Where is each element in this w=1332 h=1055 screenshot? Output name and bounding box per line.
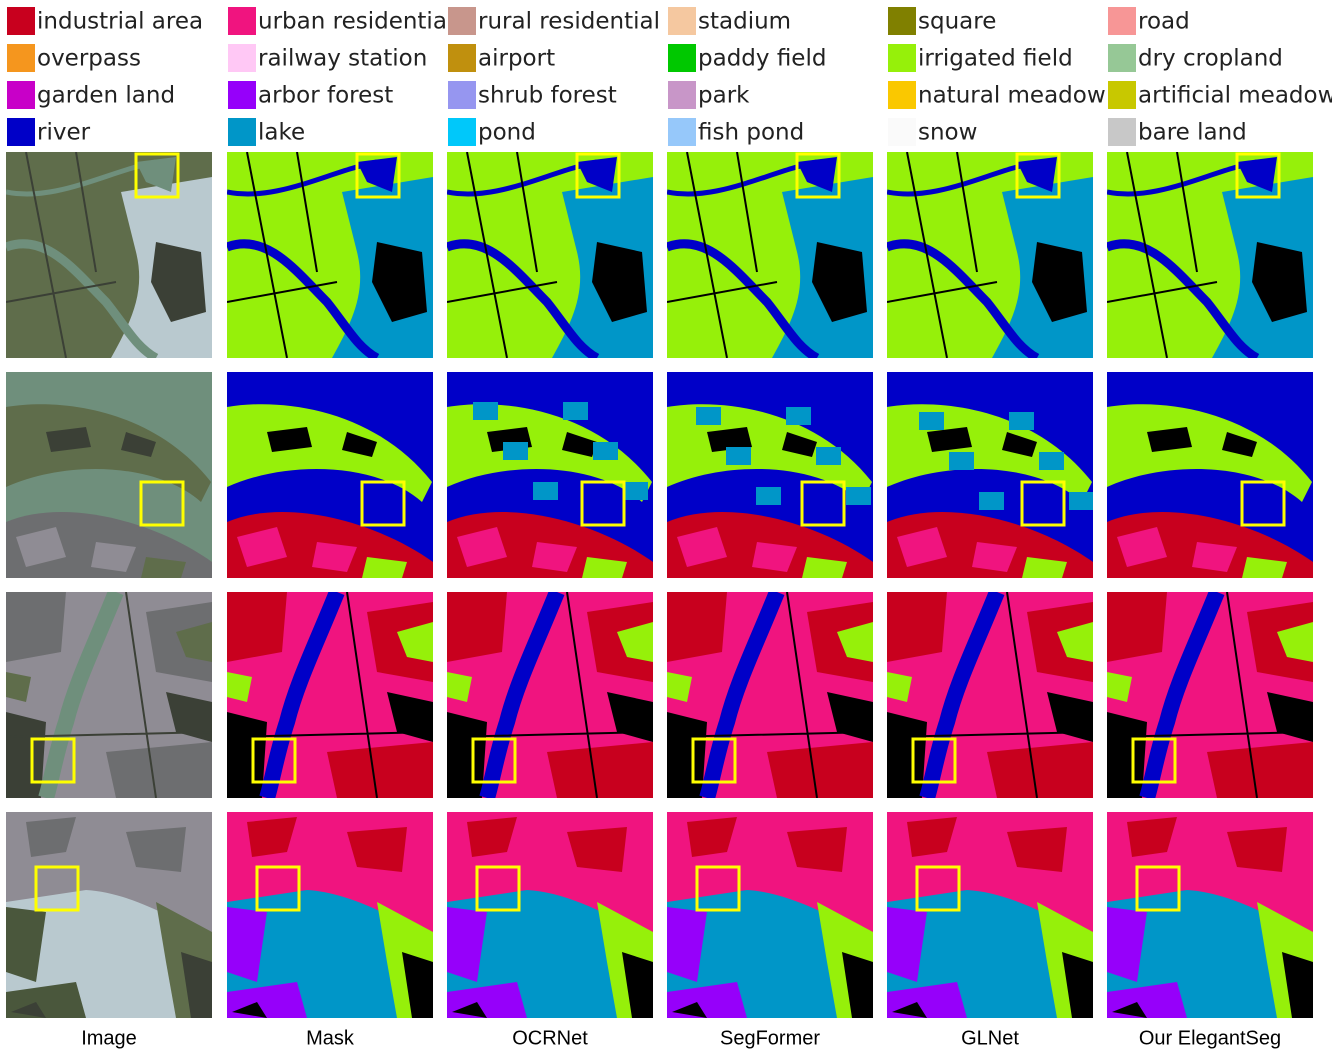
legend-swatch (668, 81, 696, 109)
legend-swatch (7, 7, 35, 35)
tile-region (563, 402, 588, 420)
tile-region (786, 407, 811, 425)
legend-swatch (888, 81, 916, 109)
legend-label: snow (918, 120, 977, 146)
image-tile (667, 592, 873, 798)
image-tile (667, 812, 873, 1018)
image-tile (447, 372, 653, 578)
image-tile (447, 812, 653, 1018)
tile-region (1069, 492, 1094, 510)
legend-label: irrigated field (918, 46, 1073, 72)
legend-label: paddy field (698, 46, 826, 72)
tile-region (949, 452, 974, 470)
image-tile (447, 152, 653, 358)
tile-region (756, 487, 781, 505)
legend-label: industrial area (37, 9, 203, 35)
legend-swatch (1108, 81, 1136, 109)
legend-label: bare land (1138, 120, 1247, 146)
tile-region (623, 482, 648, 500)
legend-swatch (228, 44, 256, 72)
legend-label: overpass (37, 46, 141, 72)
tile-region (503, 442, 528, 460)
tile-region (726, 447, 751, 465)
column-label: Mask (306, 1027, 355, 1049)
image-tile (227, 812, 433, 1018)
legend-label: shrub forest (478, 83, 617, 109)
legend-swatch (448, 118, 476, 146)
legend-label: park (698, 83, 750, 109)
image-tile (1107, 812, 1313, 1018)
column-label: OCRNet (512, 1027, 588, 1049)
legend-label: garden land (37, 83, 175, 109)
image-tile (887, 812, 1093, 1018)
legend-label: square (918, 9, 996, 35)
legend-swatch (7, 44, 35, 72)
legend-label: rural residential (478, 9, 660, 35)
image-tile (667, 152, 873, 358)
tile-region (533, 482, 558, 500)
image-tile (6, 372, 212, 578)
legend-label: stadium (698, 9, 791, 35)
legend-swatch (1108, 7, 1136, 35)
legend-swatch (668, 44, 696, 72)
image-tile (887, 372, 1094, 578)
legend-label: lake (258, 120, 305, 146)
tile-region (1009, 412, 1034, 430)
legend-swatch (448, 44, 476, 72)
legend-swatch (7, 118, 35, 146)
legend-label: natural meadow (918, 83, 1106, 109)
column-label: GLNet (961, 1027, 1019, 1049)
legend-swatch (228, 7, 256, 35)
image-tile (6, 152, 212, 358)
legend-label: fish pond (698, 120, 804, 146)
legend-label: river (37, 120, 91, 146)
tile-region (593, 442, 618, 460)
tile-region (696, 407, 721, 425)
legend-label: urban residential (258, 9, 453, 35)
legend-swatch (228, 81, 256, 109)
legend-swatch (1108, 118, 1136, 146)
legend-label: airport (478, 46, 555, 72)
image-tile (887, 152, 1093, 358)
figure: industrial area urban residential rural re… (0, 0, 1332, 1055)
tile-region (979, 492, 1004, 510)
legend-swatch (1108, 44, 1136, 72)
legend-swatch (7, 81, 35, 109)
legend-swatch (448, 7, 476, 35)
tile-region (846, 487, 871, 505)
image-tile (887, 592, 1093, 798)
legend-swatch (888, 118, 916, 146)
legend-label: arbor forest (258, 83, 393, 109)
legend-label: railway station (258, 46, 427, 72)
tile-region (816, 447, 841, 465)
legend-label: pond (478, 120, 536, 146)
legend-label: artificial meadow (1138, 83, 1332, 109)
legend-swatch (668, 7, 696, 35)
image-tile (447, 592, 653, 798)
image-tile (1107, 372, 1313, 578)
legend-swatch (888, 44, 916, 72)
image-tile (6, 812, 212, 1018)
tile-region (473, 402, 498, 420)
column-label: Our ElegantSeg (1139, 1027, 1281, 1049)
image-tile (227, 372, 433, 578)
legend-label: road (1138, 9, 1190, 35)
column-label: Image (81, 1027, 137, 1049)
legend-swatch (228, 118, 256, 146)
legend-label: dry cropland (1138, 46, 1283, 72)
image-tile (6, 592, 212, 798)
legend-swatch (888, 7, 916, 35)
image-tile (1107, 592, 1313, 798)
image-tile (227, 152, 433, 358)
column-label: SegFormer (720, 1027, 820, 1049)
legend-swatch (668, 118, 696, 146)
tile-region (1039, 452, 1064, 470)
image-tile (227, 592, 433, 798)
image-tile (1107, 152, 1313, 358)
image-tile (667, 372, 873, 578)
tile-region (919, 412, 944, 430)
legend-swatch (448, 81, 476, 109)
